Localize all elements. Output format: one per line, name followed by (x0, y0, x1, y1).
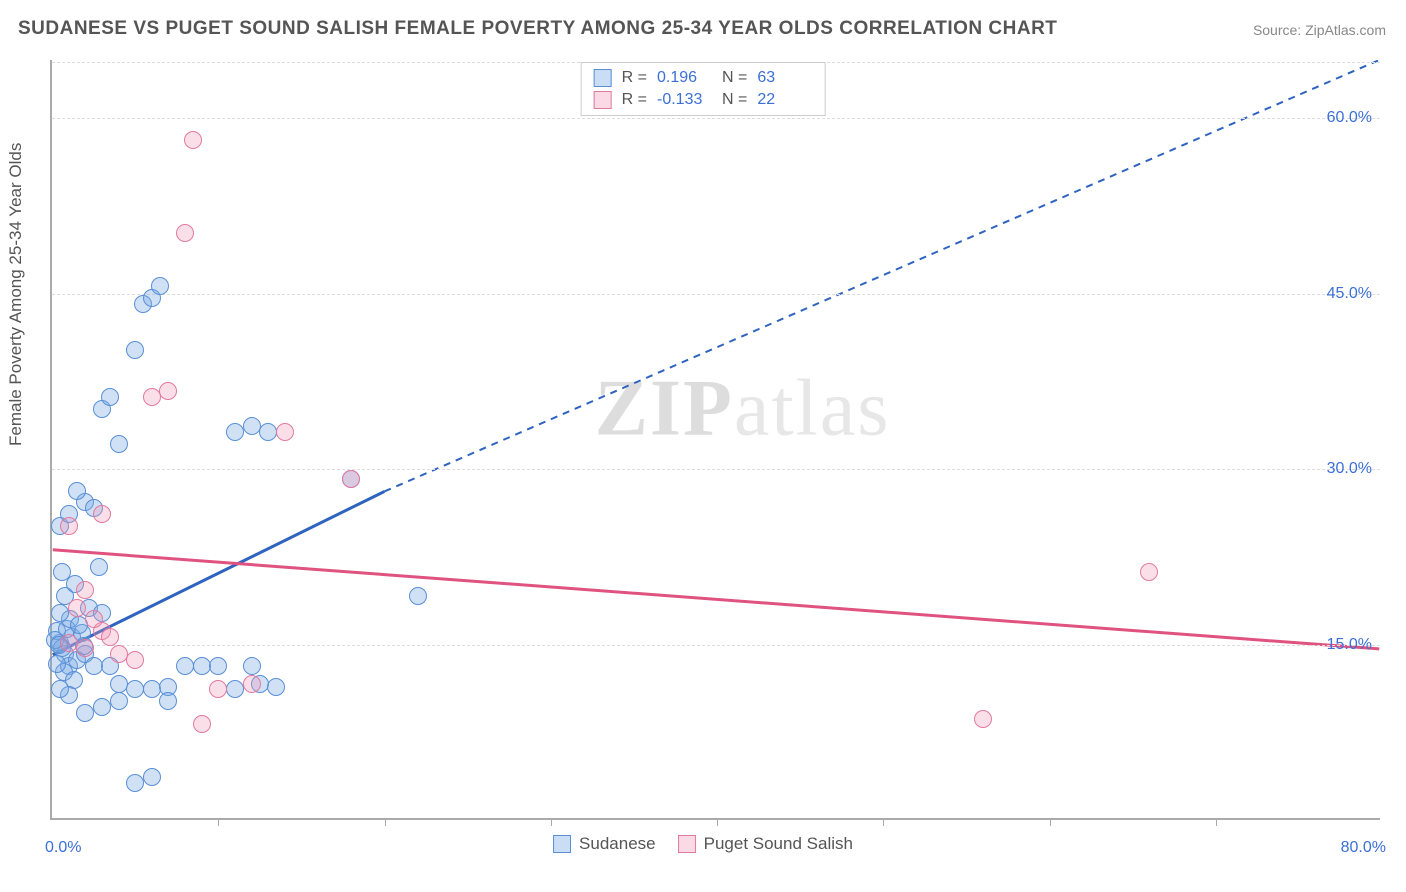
data-point (193, 657, 211, 675)
data-point (126, 774, 144, 792)
data-point (60, 634, 78, 652)
legend-row-puget: R = -0.133 N = 22 (594, 89, 813, 111)
data-point (110, 435, 128, 453)
data-point (76, 704, 94, 722)
data-point (68, 482, 86, 500)
data-point (226, 680, 244, 698)
data-point (85, 610, 103, 628)
data-point (60, 517, 78, 535)
data-point (159, 692, 177, 710)
swatch-pink-icon (594, 91, 612, 109)
data-point (76, 581, 94, 599)
data-point (342, 470, 360, 488)
data-point (53, 563, 71, 581)
data-point (176, 224, 194, 242)
x-tick (717, 818, 718, 826)
gridline-h (52, 469, 1380, 470)
data-point (110, 675, 128, 693)
chart-container: SUDANESE VS PUGET SOUND SALISH FEMALE PO… (0, 0, 1406, 892)
x-tick (883, 818, 884, 826)
y-axis-label: Female Poverty Among 25-34 Year Olds (6, 143, 26, 446)
data-point (184, 131, 202, 149)
data-point (93, 505, 111, 523)
data-point (226, 423, 244, 441)
data-point (90, 558, 108, 576)
data-point (243, 675, 261, 693)
data-point (209, 680, 227, 698)
data-point (126, 680, 144, 698)
chart-title: SUDANESE VS PUGET SOUND SALISH FEMALE PO… (18, 18, 1057, 40)
gridline-h (52, 294, 1380, 295)
y-tick-label: 15.0% (1327, 636, 1372, 654)
data-point (409, 587, 427, 605)
data-point (276, 423, 294, 441)
data-point (143, 768, 161, 786)
y-tick-label: 60.0% (1327, 109, 1372, 127)
data-point (48, 655, 66, 673)
data-point (1140, 563, 1158, 581)
data-point (68, 599, 86, 617)
data-point (101, 388, 119, 406)
swatch-pink-icon (678, 835, 696, 853)
data-point (126, 651, 144, 669)
data-point (101, 628, 119, 646)
data-point (126, 341, 144, 359)
x-axis-max-label: 80.0% (1341, 839, 1386, 857)
x-tick (551, 818, 552, 826)
data-point (93, 698, 111, 716)
trend-lines-layer (52, 60, 1380, 818)
swatch-blue-icon (553, 835, 571, 853)
x-tick (1050, 818, 1051, 826)
data-point (974, 710, 992, 728)
data-point (209, 657, 227, 675)
plot-area: ZIPatlas 15.0% 30.0% 45.0% 60.0% (50, 60, 1380, 820)
x-tick (385, 818, 386, 826)
legend-item-puget: Puget Sound Salish (678, 834, 853, 854)
data-point (176, 657, 194, 675)
data-point (243, 657, 261, 675)
series-legend: Sudanese Puget Sound Salish (553, 834, 853, 854)
x-axis-origin-label: 0.0% (45, 839, 81, 857)
data-point (76, 639, 94, 657)
source-attribution: Source: ZipAtlas.com (1253, 22, 1386, 38)
y-tick-label: 30.0% (1327, 460, 1372, 478)
data-point (143, 680, 161, 698)
y-tick-label: 45.0% (1327, 285, 1372, 303)
data-point (85, 657, 103, 675)
data-point (51, 604, 69, 622)
x-tick (218, 818, 219, 826)
data-point (193, 715, 211, 733)
legend-item-sudanese: Sudanese (553, 834, 656, 854)
data-point (110, 692, 128, 710)
data-point (51, 680, 69, 698)
gridline-h (52, 645, 1380, 646)
data-point (259, 423, 277, 441)
gridline-h (52, 118, 1380, 119)
data-point (151, 277, 169, 295)
watermark: ZIPatlas (595, 363, 891, 454)
x-tick (1216, 818, 1217, 826)
data-point (143, 388, 161, 406)
swatch-blue-icon (594, 69, 612, 87)
data-point (267, 678, 285, 696)
data-point (110, 645, 128, 663)
correlation-legend: R = 0.196 N = 63 R = -0.133 N = 22 (581, 62, 826, 116)
legend-row-sudanese: R = 0.196 N = 63 (594, 67, 813, 89)
data-point (159, 382, 177, 400)
data-point (243, 417, 261, 435)
